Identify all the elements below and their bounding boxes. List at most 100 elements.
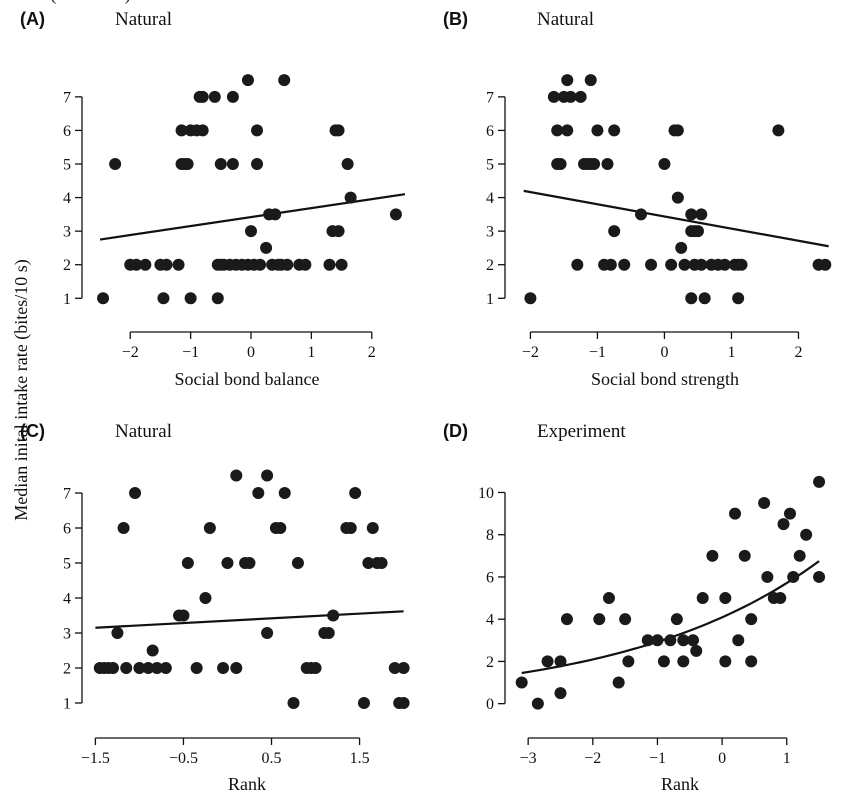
data-point (687, 634, 700, 647)
data-point (332, 124, 345, 137)
data-point (634, 208, 647, 221)
x-tick-label: −3 (520, 750, 537, 767)
y-tick-label: 1 (486, 291, 494, 308)
y-tick-label: 4 (63, 591, 71, 608)
data-point (332, 225, 345, 238)
data-point (735, 258, 748, 271)
data-point (196, 90, 209, 103)
data-point (515, 676, 528, 689)
x-tick-label: 1 (727, 344, 735, 361)
data-point (151, 662, 164, 674)
x-tick-label: −2 (584, 750, 601, 767)
y-tick-label: 1 (63, 291, 71, 308)
x-tick-label: 0 (247, 344, 255, 361)
data-point (719, 655, 732, 668)
y-tick-label: 2 (486, 257, 494, 274)
data-point (665, 258, 678, 271)
x-tick-label: 1 (307, 344, 315, 361)
data-point (335, 258, 348, 271)
data-point (685, 292, 698, 305)
data-point (783, 507, 796, 520)
y-tick-label: 5 (63, 556, 71, 573)
data-point (729, 507, 742, 520)
data-point (120, 662, 133, 674)
x-axis-label: Social bond strength (591, 369, 739, 389)
data-point (685, 208, 698, 221)
panel-title: Natural (115, 421, 172, 442)
data-point (299, 258, 312, 271)
data-point (226, 90, 239, 103)
x-tick-label: 2 (368, 344, 376, 361)
data-point (584, 74, 597, 87)
y-tick-label: 3 (486, 224, 494, 241)
panel-d: 0 2 4 6 8 10 −3 −2 −1 0 1 (D) Experiment Rank (443, 421, 826, 794)
data-point (787, 570, 800, 583)
data-point (157, 292, 170, 305)
data-point (531, 697, 544, 710)
data-point (177, 609, 190, 622)
data-point (375, 557, 388, 569)
data-point (208, 90, 221, 103)
data-point (554, 655, 567, 668)
data-point (146, 644, 159, 657)
data-point (761, 570, 774, 583)
data-point (561, 74, 574, 87)
data-point (142, 662, 155, 674)
y-tick-label: 7 (63, 89, 71, 106)
data-point (718, 258, 731, 271)
data-point (561, 124, 574, 137)
data-point (196, 124, 209, 137)
data-point (245, 225, 257, 238)
data-point (139, 258, 152, 271)
x-axis-label: Rank (228, 774, 266, 794)
y-tick-label: 6 (486, 123, 494, 140)
panel-letter: (C) (20, 421, 45, 441)
data-point (190, 662, 203, 674)
data-point (772, 124, 785, 137)
data-point (608, 225, 621, 238)
y-tick-label: 2 (486, 654, 494, 671)
y-tick-label: 1 (63, 696, 71, 713)
data-point (309, 662, 322, 674)
data-point (601, 158, 614, 170)
y-tick-label: 2 (63, 661, 71, 678)
data-point (622, 655, 635, 668)
data-point (172, 258, 185, 271)
x-tick-label: 0 (718, 750, 726, 767)
data-point (641, 634, 654, 647)
panel-a: 1 2 3 4 5 6 7 −2 −1 0 1 2 (A) Natural Social bond bala… (11, 9, 406, 521)
data-point (327, 609, 340, 622)
data-point (397, 697, 410, 709)
data-point (651, 634, 664, 647)
data-point (777, 518, 790, 531)
data-point (159, 662, 172, 674)
data-point (349, 487, 362, 499)
data-point (547, 90, 560, 103)
panel-title: Natural (537, 9, 594, 30)
data-point (226, 158, 239, 170)
data-point (281, 258, 294, 271)
data-point (657, 655, 670, 668)
x-tick-label: −0.5 (169, 750, 198, 767)
data-point (362, 557, 375, 569)
data-point (608, 124, 621, 137)
data-point (678, 258, 691, 271)
data-point (732, 634, 745, 647)
data-point (323, 258, 336, 271)
panel-title: Experiment (537, 421, 626, 442)
x-tick-label: −1 (182, 344, 199, 361)
x-axis-label: Social bond balance (175, 369, 320, 389)
data-point (388, 662, 401, 674)
data-point (252, 487, 265, 499)
fit-line (95, 610, 404, 629)
data-point (397, 662, 410, 674)
data-point (670, 613, 683, 626)
data-point (758, 497, 771, 510)
data-point (230, 662, 243, 674)
x-tick-label: 0.5 (262, 750, 282, 767)
y-tick-label: 6 (63, 521, 71, 538)
data-point (181, 557, 194, 569)
y-tick-label: 4 (486, 190, 494, 207)
y-tick-label: 2 (63, 257, 71, 274)
data-point (175, 124, 188, 137)
